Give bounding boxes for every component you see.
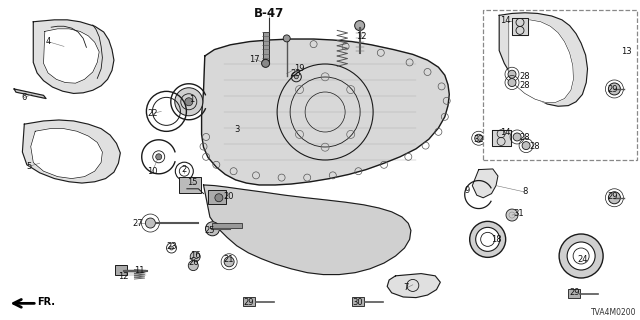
Polygon shape xyxy=(33,20,114,93)
Polygon shape xyxy=(387,274,440,298)
Text: 3: 3 xyxy=(234,125,239,134)
Circle shape xyxy=(476,227,500,252)
Text: 6: 6 xyxy=(22,93,27,102)
Text: 12: 12 xyxy=(356,32,367,41)
Bar xyxy=(352,297,364,306)
Text: 23: 23 xyxy=(166,242,177,251)
Bar xyxy=(115,265,127,275)
Text: 29: 29 xyxy=(570,288,580,297)
Text: 30: 30 xyxy=(352,298,362,307)
Text: 1: 1 xyxy=(189,95,195,104)
Circle shape xyxy=(559,234,603,278)
Circle shape xyxy=(205,222,220,236)
Text: 19: 19 xyxy=(294,64,305,73)
Polygon shape xyxy=(472,169,498,198)
Text: 9: 9 xyxy=(465,186,470,195)
Circle shape xyxy=(215,194,223,202)
Circle shape xyxy=(609,83,620,95)
Circle shape xyxy=(513,133,521,141)
Circle shape xyxy=(224,257,234,267)
Circle shape xyxy=(522,141,530,150)
Text: 16: 16 xyxy=(190,252,200,260)
Bar xyxy=(212,223,242,228)
Text: TVA4M0200: TVA4M0200 xyxy=(591,308,637,317)
Circle shape xyxy=(145,218,156,228)
Text: 29: 29 xyxy=(608,85,618,94)
Text: 24: 24 xyxy=(577,255,588,264)
Text: 10: 10 xyxy=(147,167,157,176)
Circle shape xyxy=(284,35,290,42)
Text: 18: 18 xyxy=(491,236,501,244)
Polygon shape xyxy=(202,39,449,185)
Circle shape xyxy=(156,154,162,160)
Text: 28: 28 xyxy=(520,133,530,142)
Circle shape xyxy=(170,246,173,250)
Circle shape xyxy=(506,209,518,221)
Bar xyxy=(568,289,580,298)
Polygon shape xyxy=(499,13,588,106)
Circle shape xyxy=(185,98,193,106)
Text: 17: 17 xyxy=(250,55,260,64)
Text: 29: 29 xyxy=(243,298,253,307)
Text: 31: 31 xyxy=(513,209,524,218)
Bar xyxy=(179,177,201,193)
Circle shape xyxy=(175,88,203,116)
Text: 21: 21 xyxy=(224,255,234,264)
Polygon shape xyxy=(44,29,99,83)
Polygon shape xyxy=(512,18,528,35)
Text: 7: 7 xyxy=(404,284,409,292)
Text: 5: 5 xyxy=(26,162,31,171)
Polygon shape xyxy=(31,129,102,179)
Text: 23: 23 xyxy=(291,69,301,78)
Text: 22: 22 xyxy=(147,109,157,118)
Circle shape xyxy=(262,60,269,68)
Polygon shape xyxy=(509,20,573,102)
Text: 8: 8 xyxy=(522,188,527,196)
Text: B-47: B-47 xyxy=(253,7,284,20)
Text: 2: 2 xyxy=(182,165,187,174)
Text: 28: 28 xyxy=(520,72,530,81)
Bar xyxy=(262,32,269,62)
Bar xyxy=(243,297,255,306)
Text: 26: 26 xyxy=(188,258,198,267)
Text: 12: 12 xyxy=(118,272,128,281)
Text: 14: 14 xyxy=(500,16,511,25)
Text: 11: 11 xyxy=(134,266,145,275)
Circle shape xyxy=(470,221,506,257)
Circle shape xyxy=(508,78,516,86)
Circle shape xyxy=(355,20,365,31)
Polygon shape xyxy=(492,130,511,146)
Text: 32: 32 xyxy=(474,135,484,144)
Circle shape xyxy=(609,192,620,204)
Circle shape xyxy=(475,134,483,142)
Circle shape xyxy=(294,75,298,79)
Polygon shape xyxy=(14,89,46,99)
Polygon shape xyxy=(204,185,411,275)
Text: 20: 20 xyxy=(224,192,234,201)
Circle shape xyxy=(567,242,595,270)
Polygon shape xyxy=(22,120,120,183)
Circle shape xyxy=(188,260,198,271)
Text: FR.: FR. xyxy=(37,297,55,308)
Circle shape xyxy=(190,252,200,262)
Circle shape xyxy=(508,70,516,78)
Text: 28: 28 xyxy=(520,81,530,90)
Text: 29: 29 xyxy=(608,192,618,201)
Bar xyxy=(209,190,227,204)
Text: 25: 25 xyxy=(205,226,215,235)
Text: 13: 13 xyxy=(621,47,631,56)
Bar xyxy=(483,10,637,160)
Text: 28: 28 xyxy=(529,142,540,151)
Text: 27: 27 xyxy=(132,220,143,228)
Text: 4: 4 xyxy=(45,37,51,46)
Text: 15: 15 xyxy=(187,178,197,187)
Text: 14: 14 xyxy=(500,128,511,137)
